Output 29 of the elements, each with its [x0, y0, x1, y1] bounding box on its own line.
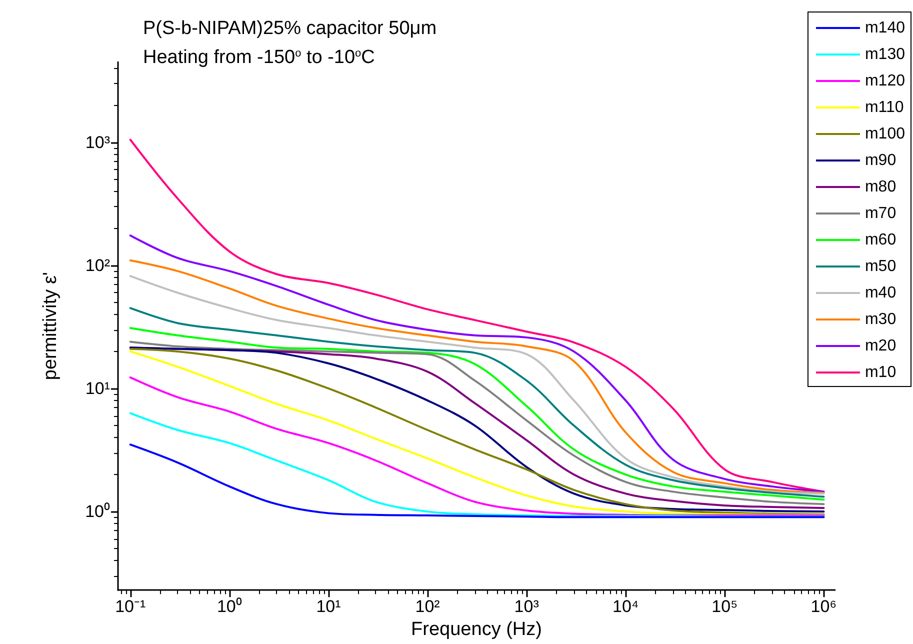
- x-tick-label: 10⁶: [810, 597, 837, 616]
- x-tick-label: 10³: [514, 597, 540, 616]
- legend-label: m30: [864, 311, 896, 328]
- legend-label: m130: [864, 46, 906, 63]
- x-tick-label: 10⁴: [612, 597, 639, 616]
- legend-label: m20: [864, 338, 896, 354]
- y-tick-label: 10²: [85, 256, 110, 275]
- x-tick-label: 10⁻¹: [115, 597, 146, 616]
- y-tick-label: 10³: [85, 132, 110, 152]
- legend-label: m70: [864, 205, 896, 222]
- legend-label: m10: [864, 364, 896, 381]
- chart-title: P(S-b-NIPAM)25% capacitor 50μm: [143, 18, 437, 39]
- legend-label: m50: [864, 258, 896, 275]
- x-tick-label: 10⁵: [712, 597, 738, 616]
- x-tick-label: 10¹: [316, 597, 342, 616]
- x-axis-title: Frequency (Hz): [411, 619, 542, 640]
- x-tick-label: 10²: [415, 597, 440, 616]
- legend-label: m140: [864, 20, 906, 36]
- x-tick-label: 10⁰: [216, 597, 242, 616]
- y-tick-label: 10¹: [85, 379, 110, 398]
- y-tick-label: 10⁰: [85, 502, 110, 522]
- legend-label: m120: [864, 72, 906, 90]
- legend-label: m80: [864, 178, 896, 196]
- legend-label: m90: [864, 152, 896, 169]
- legend-label: m40: [864, 284, 896, 302]
- legend-label: m60: [864, 232, 896, 248]
- legend-label: m110: [864, 99, 904, 116]
- legend-label: m100: [864, 126, 906, 142]
- y-axis-title: permittivity ε': [40, 272, 61, 380]
